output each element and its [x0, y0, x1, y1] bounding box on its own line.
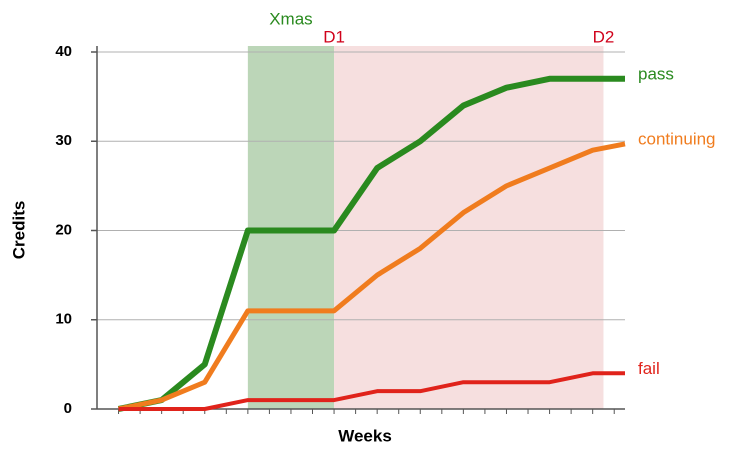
annotation: D1 — [323, 27, 345, 46]
series-line — [118, 371, 625, 411]
y-tick-label: 10 — [55, 311, 72, 328]
series-line — [117, 75, 625, 412]
y-tick-label: 40 — [55, 43, 72, 60]
y-tick-label: 0 — [64, 400, 72, 417]
series-line — [118, 141, 626, 412]
x-axis-label: Weeks — [338, 426, 392, 445]
series-label: continuing — [638, 129, 716, 148]
series-label: fail — [638, 359, 660, 378]
annotation: Xmas — [269, 9, 312, 28]
y-tick-label: 30 — [55, 132, 72, 149]
series-label: pass — [638, 64, 674, 83]
y-axis-label: Credits — [9, 201, 28, 260]
y-tick-label: 20 — [55, 221, 72, 238]
annotation: D2 — [593, 27, 615, 46]
